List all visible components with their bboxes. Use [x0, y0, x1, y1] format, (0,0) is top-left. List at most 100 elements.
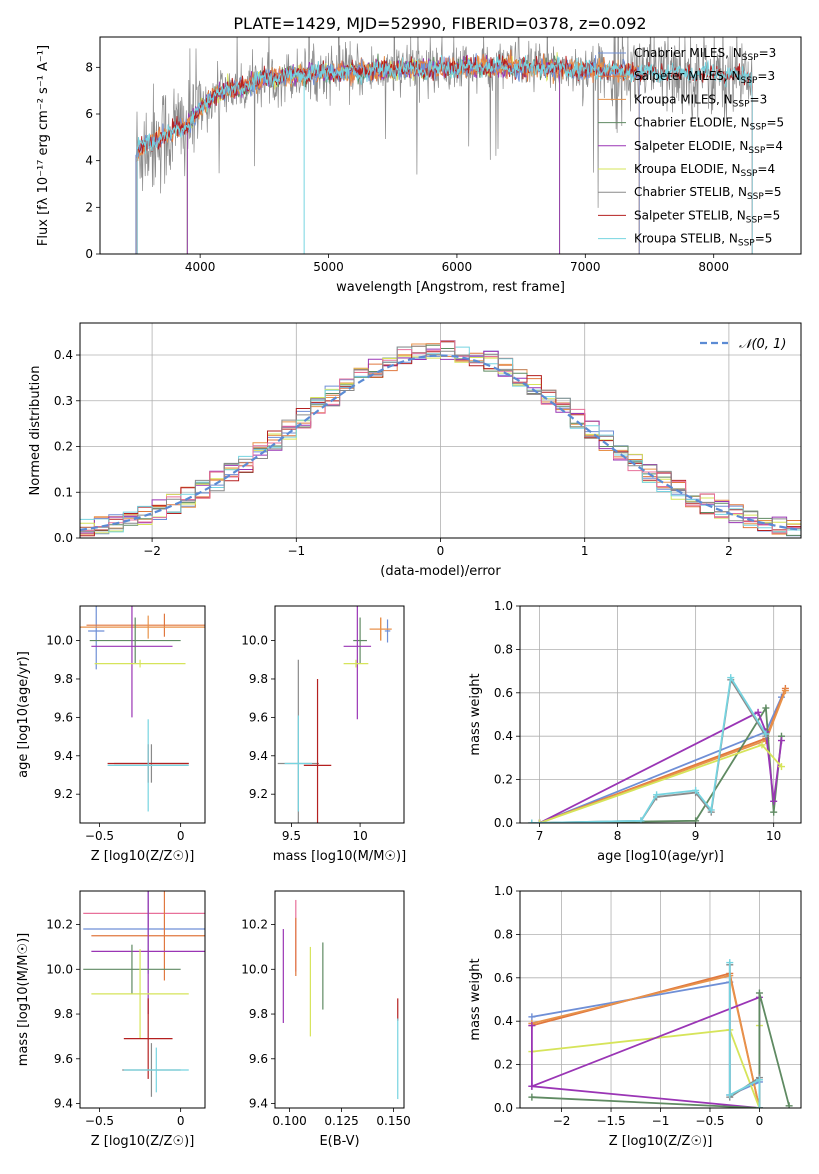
y-tick-label: 0: [85, 247, 93, 261]
plot-area-weight-vs-age: [528, 674, 789, 823]
x-tick-label: 8000: [698, 260, 729, 274]
weight-point-marker: [528, 1013, 536, 1021]
y-axis-label: mass weight: [468, 673, 483, 755]
y-tick-label: 9.8: [54, 672, 73, 686]
x-tick-label: 0.150: [376, 1114, 410, 1128]
y-tick-label: 0.4: [54, 348, 73, 362]
axes-frame-weight-vs-Z: [519, 890, 802, 1109]
weight-point-marker: [762, 704, 770, 712]
errorbar-point: [91, 606, 173, 718]
weight-series-line: [531, 995, 761, 1108]
legend-entry: Chabrier MILES, NSSP=3: [634, 46, 776, 63]
weight-point-marker: [758, 741, 766, 749]
x-tick-label: 0: [177, 1114, 185, 1128]
y-tick-label: 1.0: [494, 884, 513, 898]
legend-entry: Salpeter MILES, NSSP=3: [634, 69, 775, 86]
legend-entry: Chabrier ELODIE, NSSP=5: [634, 116, 784, 133]
legend-entry: Chabrier STELIB, NSSP=5: [634, 185, 782, 202]
gaussian-curve: [80, 354, 801, 532]
errorbar-point: [80, 615, 205, 639]
weight-point-marker: [770, 808, 778, 816]
y-tick-label: 2: [85, 200, 93, 214]
errorbar-point: [83, 944, 181, 994]
x-axis-label: age [log10(age/yr)]: [597, 849, 724, 864]
x-tick-label: 4000: [185, 260, 216, 274]
y-tick-label: 10.0: [46, 634, 73, 648]
errorbar-point: [91, 891, 205, 1015]
y-tick-label: 0.8: [494, 927, 513, 941]
axes-frame-age-vs-mass: [274, 605, 405, 824]
x-tick-label: 9: [692, 829, 700, 843]
plot-area-weight-vs-Z: [528, 959, 793, 1108]
errorbar-point: [384, 619, 391, 643]
y-tick-label: 9.4: [249, 749, 268, 763]
x-axis-label: mass [log10(M/M☉)]: [273, 849, 406, 864]
weight-point-marker: [777, 737, 785, 745]
legend-entry: Kroupa MILES, NSSP=3: [634, 92, 767, 109]
x-axis-label: wavelength [Angstrom, rest frame]: [336, 280, 565, 295]
figure-title: PLATE=1429, MJD=52990, FIBERID=0378, z=0…: [233, 14, 646, 33]
x-tick-label: −0.5: [695, 1114, 724, 1128]
plot-area-age-vs-Z: [80, 606, 205, 812]
x-tick-label: −2: [143, 544, 161, 558]
weight-point-marker: [785, 1102, 793, 1108]
y-tick-label: 8: [85, 60, 93, 74]
weight-point-marker: [692, 786, 700, 794]
weight-point-marker: [781, 687, 789, 695]
plot-area-spectrum: [135, 37, 753, 254]
x-axis-label: E(B-V): [319, 1134, 359, 1149]
weight-series-line: [531, 992, 790, 1108]
x-tick-label: 10: [352, 829, 367, 843]
y-tick-label: 10.2: [46, 918, 73, 932]
x-tick-label: 7000: [570, 260, 601, 274]
errorbar-point: [284, 715, 313, 812]
x-tick-label: 1: [581, 544, 589, 558]
weight-point-marker: [770, 797, 778, 805]
legend-entry: Salpeter STELIB, NSSP=5: [634, 208, 780, 225]
y-tick-label: 9.2: [249, 787, 268, 801]
weight-point-marker: [777, 763, 785, 771]
legend-entry: Kroupa ELODIE, NSSP=4: [634, 162, 775, 179]
panel-residuals: −2 −1 0 1 2 0.0 0.1 0.2 0.3 0.4 (data-model)/error…: [28, 322, 802, 579]
weight-point-marker: [637, 817, 645, 823]
errorbar-point: [89, 617, 181, 664]
legend: Chabrier MILES, NSSP=3 Salpeter MILES, NS…: [598, 46, 784, 249]
x-tick-label: 5000: [313, 260, 344, 274]
errorbar-point: [343, 659, 369, 668]
y-tick-label: 0.6: [494, 686, 513, 700]
y-tick-label: 10.0: [46, 962, 73, 976]
axes-frame-spectrum: [99, 36, 802, 255]
y-axis-label: mass [log10(M/M☉)]: [16, 933, 31, 1066]
y-tick-label: 9.6: [54, 1052, 73, 1066]
y-tick-label: 0.6: [494, 971, 513, 985]
y-tick-label: 6: [85, 107, 93, 121]
weight-point-marker: [528, 1082, 536, 1090]
y-axis-label: Flux [fλ 10⁻¹⁷ erg cm⁻² s⁻¹ A⁻¹]: [36, 45, 51, 246]
legend-entry: Kroupa STELIB, NSSP=5: [634, 232, 772, 249]
axes-frame-age-vs-Z: [79, 605, 206, 824]
y-axis-label: age [log10(age/yr)]: [16, 651, 31, 778]
y-tick-label: 9.4: [54, 1097, 73, 1111]
y-tick-label: 9.6: [249, 1052, 268, 1066]
panel-age-vs-mass: 9.5 10 9.2 9.4 9.6 9.8 10.0 mass [log10(M/M☉)]: [241, 605, 406, 864]
weight-point-marker: [755, 1104, 763, 1108]
x-tick-label: 0: [756, 1114, 764, 1128]
y-tick-label: 10.2: [241, 918, 268, 932]
y-tick-label: 9.2: [54, 787, 73, 801]
weight-point-marker: [726, 959, 734, 967]
errorbar-point: [91, 949, 189, 1039]
errorbar-point: [353, 617, 367, 664]
x-tick-label: −1: [652, 1114, 670, 1128]
y-tick-label: 0.2: [494, 773, 513, 787]
weight-point-marker: [536, 819, 544, 823]
y-tick-label: 10.0: [241, 634, 268, 648]
x-tick-label: −2: [553, 1114, 571, 1128]
weight-point-marker: [528, 1093, 536, 1101]
panel-weight-vs-Z: −2 −1.5 −1 −0.5 0 0.0 0.2 0.4 0.6 0.8 1.0 Z [log10(…: [468, 884, 802, 1149]
x-tick-label: 10: [766, 829, 781, 843]
weight-point-marker: [528, 819, 536, 823]
panel-mass-vs-Z: −0.5 0 9.4 9.6 9.8 10.0 10.2 Z [log10(Z/Z☉)] mas…: [16, 890, 206, 1149]
axes-frame-weight-vs-age: [519, 605, 802, 824]
errorbar-point: [369, 617, 392, 641]
